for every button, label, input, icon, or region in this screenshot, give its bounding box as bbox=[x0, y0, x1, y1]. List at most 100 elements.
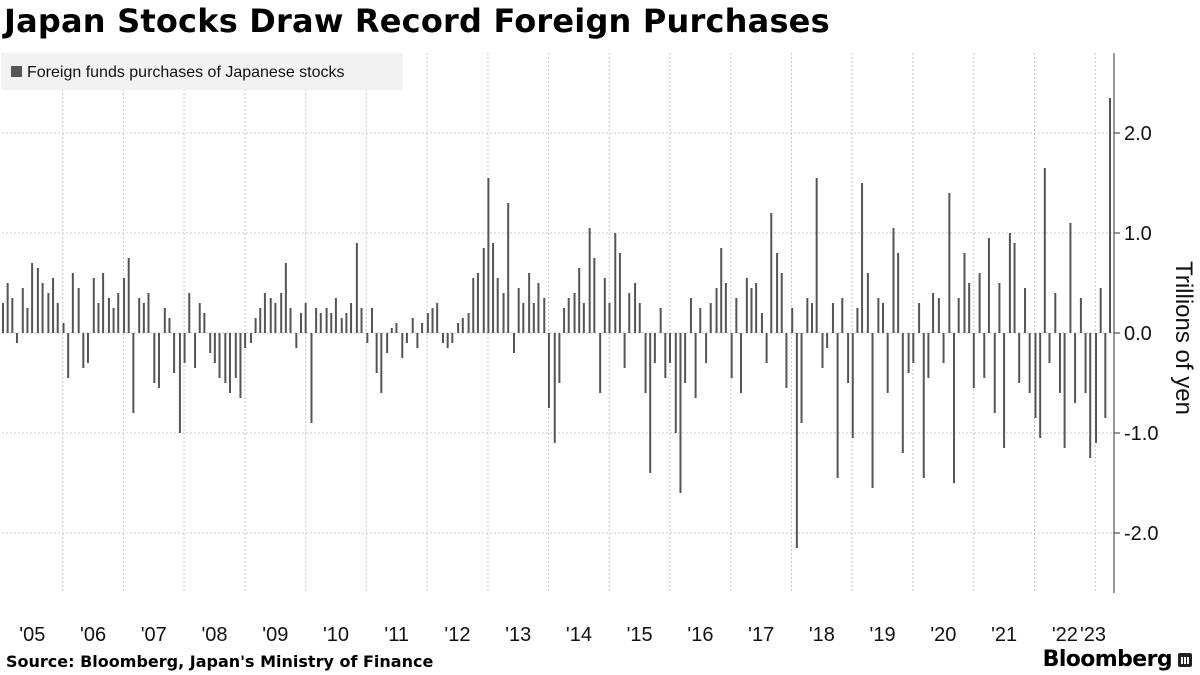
bar bbox=[963, 253, 966, 333]
bar bbox=[52, 278, 55, 333]
bar bbox=[826, 333, 829, 348]
bar bbox=[578, 268, 581, 333]
bar bbox=[249, 333, 252, 343]
bar bbox=[993, 333, 996, 413]
bar bbox=[831, 303, 834, 333]
bars bbox=[2, 98, 1111, 548]
y-axis-title: Trillions of yen bbox=[1170, 261, 1197, 415]
bar bbox=[467, 313, 470, 333]
x-tick-label: '07 bbox=[141, 624, 167, 645]
bar bbox=[274, 303, 277, 333]
y-tick-label: 2.0 bbox=[1124, 123, 1152, 145]
bar bbox=[395, 323, 398, 333]
bar bbox=[932, 293, 935, 333]
bar bbox=[138, 298, 141, 333]
bar bbox=[735, 298, 738, 333]
bar bbox=[11, 298, 14, 333]
x-tick-label: '20 bbox=[930, 624, 956, 645]
bar bbox=[507, 203, 510, 333]
x-tick-label: '10 bbox=[323, 624, 349, 645]
bar bbox=[330, 313, 333, 333]
bar bbox=[1043, 168, 1046, 333]
bar bbox=[315, 308, 318, 333]
bar bbox=[537, 283, 540, 333]
bar bbox=[668, 333, 671, 363]
bar bbox=[1013, 243, 1016, 333]
bar bbox=[821, 333, 824, 368]
bar bbox=[573, 293, 576, 333]
x-tick-label: '14 bbox=[566, 624, 592, 645]
bar bbox=[644, 333, 647, 393]
bar bbox=[614, 233, 617, 333]
bar bbox=[998, 283, 1001, 333]
bar bbox=[56, 303, 59, 333]
bar bbox=[461, 318, 464, 333]
bar bbox=[942, 333, 945, 363]
bar bbox=[21, 288, 24, 333]
bar bbox=[922, 333, 925, 478]
bar bbox=[47, 293, 50, 333]
bar bbox=[71, 273, 74, 333]
bar bbox=[730, 333, 733, 378]
bar bbox=[770, 213, 773, 333]
bar bbox=[836, 333, 839, 478]
bar bbox=[1008, 233, 1011, 333]
bar bbox=[183, 333, 186, 363]
brand-name: Bloomberg bbox=[1042, 647, 1173, 672]
bar bbox=[209, 333, 212, 353]
bar bbox=[528, 273, 531, 333]
bar bbox=[1069, 223, 1072, 333]
bar bbox=[442, 333, 444, 343]
bar bbox=[588, 228, 591, 333]
bar bbox=[582, 303, 585, 333]
bar bbox=[1028, 333, 1031, 393]
bar bbox=[350, 303, 353, 333]
bar bbox=[513, 333, 516, 353]
bar bbox=[325, 308, 328, 333]
bar bbox=[978, 273, 981, 333]
bar bbox=[815, 178, 818, 333]
bar bbox=[345, 313, 348, 333]
bar-chart: Foreign funds purchases of Japanese stoc… bbox=[1, 53, 1197, 645]
bar bbox=[558, 333, 561, 383]
y-tick-label: 1.0 bbox=[1124, 223, 1152, 245]
bar bbox=[360, 308, 363, 333]
bar bbox=[806, 298, 809, 333]
bar bbox=[62, 323, 65, 333]
bar bbox=[765, 333, 768, 363]
bar bbox=[416, 333, 419, 348]
bar bbox=[694, 333, 697, 398]
y-ticks: 2.0 1.0 0.0 -1.0 -2.0 bbox=[1114, 123, 1158, 545]
bar bbox=[102, 273, 105, 333]
bar bbox=[1024, 288, 1027, 333]
bar bbox=[882, 303, 885, 333]
bar bbox=[340, 318, 343, 333]
x-tick-label: '08 bbox=[201, 624, 227, 645]
bar bbox=[800, 333, 803, 423]
bar bbox=[684, 333, 687, 383]
brand-logo: Bloomberg bbox=[1043, 647, 1192, 672]
bar bbox=[628, 293, 631, 333]
bar bbox=[1104, 333, 1107, 418]
bar bbox=[310, 333, 313, 423]
bar bbox=[173, 333, 176, 373]
bar bbox=[244, 333, 247, 348]
bar bbox=[918, 303, 921, 333]
bar bbox=[213, 333, 216, 363]
bar bbox=[289, 308, 292, 333]
bar bbox=[750, 288, 753, 333]
bar bbox=[401, 333, 404, 358]
x-tick-label: '13 bbox=[505, 624, 531, 645]
legend-label: Foreign funds purchases of Japanese stoc… bbox=[27, 64, 345, 81]
bar bbox=[953, 333, 956, 483]
bar bbox=[92, 278, 95, 333]
bar bbox=[886, 333, 889, 393]
bar bbox=[972, 333, 975, 388]
bar bbox=[319, 313, 322, 333]
x-tick-label: '09 bbox=[262, 624, 288, 645]
bar bbox=[254, 318, 257, 333]
bar bbox=[1074, 333, 1077, 403]
bar bbox=[745, 278, 748, 333]
bar bbox=[618, 253, 621, 333]
bar bbox=[720, 248, 723, 333]
